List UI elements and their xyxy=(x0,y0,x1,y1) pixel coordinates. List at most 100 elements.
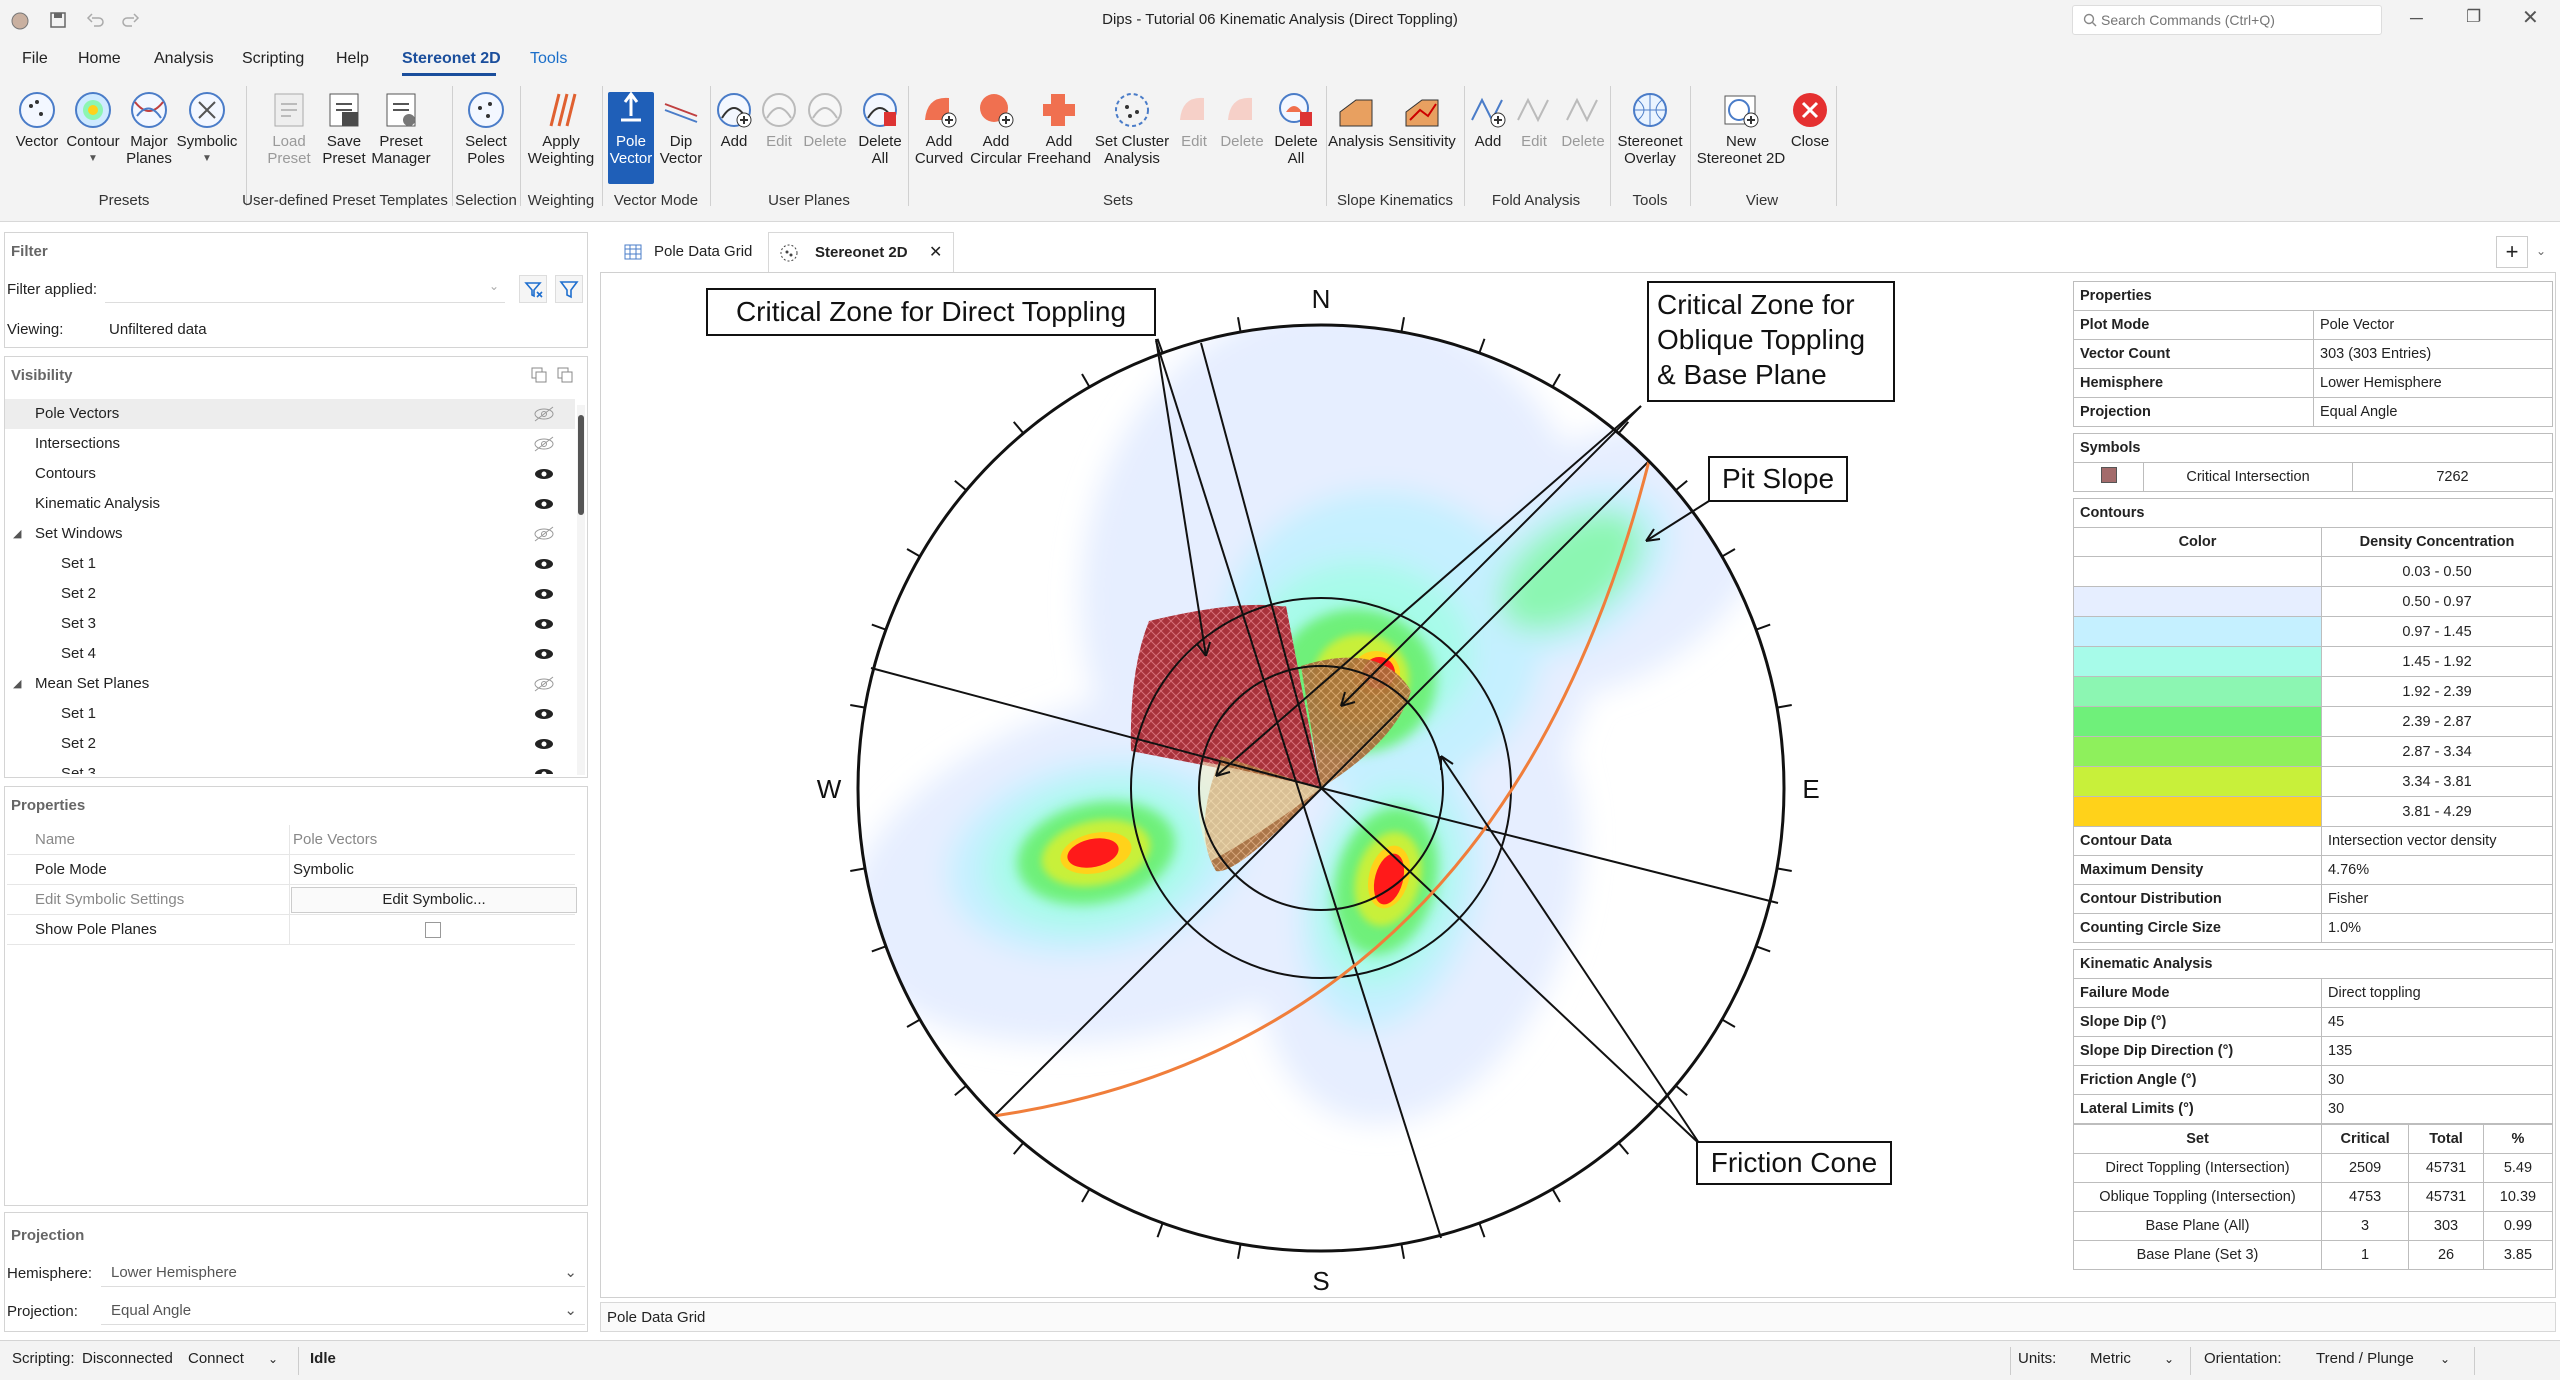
eye-hidden-icon[interactable] xyxy=(533,405,555,423)
tab-pole-data-grid[interactable]: Pole Data Grid xyxy=(612,232,764,272)
eye-icon[interactable] xyxy=(533,735,555,753)
visibility-item-intersections[interactable]: Intersections xyxy=(5,429,575,459)
stereonet-plot[interactable]: N S E W Critical Zone for Direct Topplin… xyxy=(601,273,2061,1299)
visibility-item-mean-plane-1[interactable]: Set 1 xyxy=(5,699,575,729)
filter-button[interactable] xyxy=(555,275,583,303)
chevron-down-icon[interactable]: ⌄ xyxy=(268,1352,279,1366)
menu-help[interactable]: Help xyxy=(336,50,369,67)
load-preset-button[interactable]: Load Preset xyxy=(262,90,316,167)
contour-preset-button[interactable]: Contour ▼ xyxy=(64,90,122,167)
chevron-down-icon[interactable]: ⌄ xyxy=(2440,1352,2451,1366)
visibility-item-set-window-2[interactable]: Set 2 xyxy=(5,579,575,609)
collapse-arrow-icon[interactable]: ◢ xyxy=(13,678,22,690)
visibility-group-mean-set-planes[interactable]: ◢ Mean Set Planes xyxy=(5,669,575,699)
select-poles-button[interactable]: Select Poles xyxy=(460,90,512,167)
sensitivity-button[interactable]: Sensitivity xyxy=(1386,90,1458,150)
set-delete-all-button[interactable]: Delete All xyxy=(1268,90,1324,167)
undo-icon[interactable] xyxy=(86,10,106,30)
prop-pole-mode-value[interactable]: Symbolic xyxy=(293,861,354,878)
eye-hidden-icon[interactable] xyxy=(533,435,555,453)
expand-all-icon[interactable] xyxy=(529,365,549,385)
projection-select[interactable]: Equal Angle ⌄ xyxy=(101,1297,585,1325)
user-plane-delete-all-button[interactable]: Delete All xyxy=(852,90,908,167)
set-edit-button[interactable]: Edit xyxy=(1172,90,1216,150)
visibility-item-kinematic-analysis[interactable]: Kinematic Analysis xyxy=(5,489,575,519)
symbolic-preset-button[interactable]: Symbolic ▼ xyxy=(176,90,238,167)
eye-icon[interactable] xyxy=(533,465,555,483)
eye-hidden-icon[interactable] xyxy=(533,675,555,693)
user-plane-add-button[interactable]: Add xyxy=(712,90,756,150)
filter-remove-button[interactable] xyxy=(519,275,547,303)
edit-symbolic-button[interactable]: Edit Symbolic... xyxy=(291,887,577,913)
add-freehand-set-button[interactable]: Add Freehand xyxy=(1026,90,1092,167)
menu-scripting[interactable]: Scripting xyxy=(242,50,305,67)
add-curved-set-button[interactable]: Add Curved xyxy=(912,90,966,167)
vector-preset-button[interactable]: Vector xyxy=(10,90,64,150)
close-window-button[interactable]: ✕ xyxy=(2522,7,2539,29)
save-icon[interactable] xyxy=(48,10,68,30)
search-input[interactable] xyxy=(2101,10,2371,30)
pole-vector-button[interactable]: Pole Vector xyxy=(608,90,654,167)
collapse-all-icon[interactable] xyxy=(555,365,575,385)
stereonet-view[interactable]: N S E W Critical Zone for Direct Topplin… xyxy=(600,272,2556,1298)
fold-edit-button[interactable]: Edit xyxy=(1512,90,1556,150)
add-circular-set-button[interactable]: Add Circular xyxy=(968,90,1024,167)
dip-vector-button[interactable]: Dip Vector xyxy=(656,90,706,167)
eye-icon[interactable] xyxy=(533,765,555,774)
visibility-item-contours[interactable]: Contours xyxy=(5,459,575,489)
user-plane-delete-button[interactable]: Delete xyxy=(800,90,850,150)
orientation-dropdown[interactable]: Trend / Plunge xyxy=(2316,1350,2414,1367)
menu-file[interactable]: File xyxy=(22,50,48,67)
hemisphere-select[interactable]: Lower Hemisphere ⌄ xyxy=(101,1259,585,1287)
bottom-tab-pole-data-grid[interactable]: Pole Data Grid xyxy=(607,1309,706,1326)
menu-stereonet-2d[interactable]: Stereonet 2D xyxy=(402,50,501,67)
eye-icon[interactable] xyxy=(533,705,555,723)
tab-close-icon[interactable]: ✕ xyxy=(929,244,943,261)
visibility-group-set-windows[interactable]: ◢ Set Windows xyxy=(5,519,575,549)
tab-stereonet-2d[interactable]: Stereonet 2D ✕ xyxy=(768,232,954,272)
scrollbar-thumb[interactable] xyxy=(578,415,584,515)
collapse-arrow-icon[interactable]: ◢ xyxy=(13,528,22,540)
visibility-item-set-window-1[interactable]: Set 1 xyxy=(5,549,575,579)
new-stereonet-2d-button[interactable]: New Stereonet 2D xyxy=(1692,90,1790,167)
tab-menu-icon[interactable]: ⌄ xyxy=(2536,244,2547,258)
units-dropdown[interactable]: Metric xyxy=(2090,1350,2131,1367)
visibility-scrollbar[interactable] xyxy=(577,405,585,775)
eye-icon[interactable] xyxy=(533,495,555,513)
menu-analysis[interactable]: Analysis xyxy=(154,50,214,67)
preset-manager-button[interactable]: Preset Manager xyxy=(370,90,432,167)
menu-home[interactable]: Home xyxy=(78,50,121,67)
set-cluster-analysis-button[interactable]: Set Cluster Analysis xyxy=(1094,90,1170,167)
command-search[interactable] xyxy=(2072,5,2382,35)
minimize-button[interactable]: ─ xyxy=(2410,8,2423,28)
connect-dropdown[interactable]: Connect xyxy=(188,1350,244,1367)
menu-tools[interactable]: Tools xyxy=(530,50,568,67)
redo-icon[interactable] xyxy=(120,10,140,30)
fold-add-button[interactable]: Add xyxy=(1466,90,1510,150)
user-plane-edit-button[interactable]: Edit xyxy=(758,90,800,150)
visibility-item-mean-plane-3[interactable]: Set 3 xyxy=(5,759,575,774)
fold-delete-button[interactable]: Delete xyxy=(1558,90,1608,150)
add-view-button[interactable]: + xyxy=(2496,236,2528,268)
apply-weighting-button[interactable]: Apply Weighting xyxy=(524,90,598,167)
eye-icon[interactable] xyxy=(533,645,555,663)
close-view-button[interactable]: Close xyxy=(1790,90,1830,150)
stereonet-overlay-button[interactable]: Stereonet Overlay xyxy=(1612,90,1688,167)
set-delete-button[interactable]: Delete xyxy=(1216,90,1268,150)
visibility-item-set-window-3[interactable]: Set 3 xyxy=(5,609,575,639)
major-planes-button[interactable]: Major Planes xyxy=(122,90,176,167)
eye-icon[interactable] xyxy=(533,585,555,603)
kinematic-analysis-button[interactable]: Analysis xyxy=(1328,90,1384,150)
filter-applied-select[interactable]: ⌄ xyxy=(105,275,505,303)
save-preset-button[interactable]: Save Preset xyxy=(318,90,370,167)
visibility-item-set-window-4[interactable]: Set 4 xyxy=(5,639,575,669)
prop-row-pole-mode[interactable]: Pole Mode Symbolic xyxy=(7,855,575,885)
visibility-item-pole-vectors[interactable]: Pole Vectors xyxy=(5,399,575,429)
eye-icon[interactable] xyxy=(533,615,555,633)
show-pole-planes-checkbox[interactable] xyxy=(425,922,441,938)
eye-hidden-icon[interactable] xyxy=(533,525,555,543)
visibility-item-mean-plane-2[interactable]: Set 2 xyxy=(5,729,575,759)
eye-icon[interactable] xyxy=(533,555,555,573)
chevron-down-icon[interactable]: ⌄ xyxy=(2164,1352,2175,1366)
maximize-button[interactable]: ❐ xyxy=(2466,7,2482,26)
